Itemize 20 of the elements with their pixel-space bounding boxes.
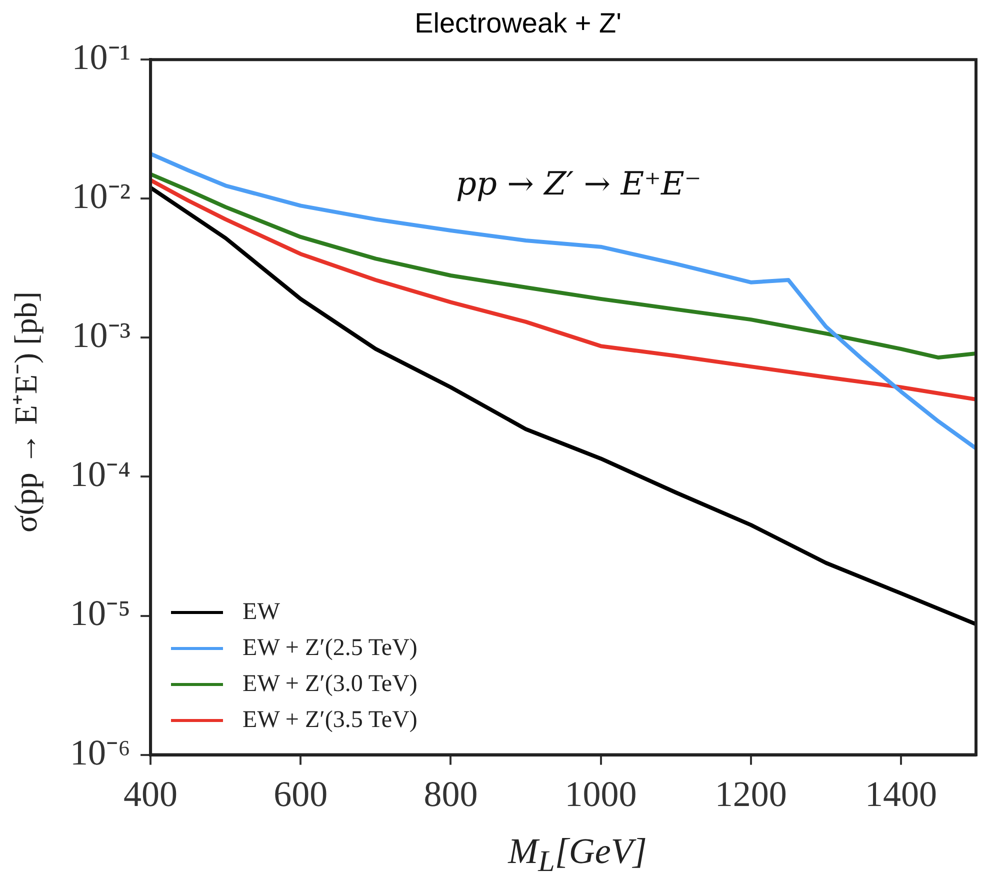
x-axis-title: M$_{L}$[GeV] bbox=[506, 830, 648, 880]
legend-label: EW bbox=[242, 599, 280, 626]
chart-title: Electroweak + Z' bbox=[414, 8, 622, 39]
y-tick-label: 10⁻⁴ bbox=[70, 454, 131, 494]
legend-label: EW + Z′(3.0 TeV) bbox=[242, 671, 418, 698]
x-tick-label: 600 bbox=[274, 774, 328, 814]
x-tick-label: 1000 bbox=[564, 774, 637, 814]
y-tick-label: 10⁻⁶ bbox=[70, 732, 131, 772]
y-tick-label: 10⁻¹ bbox=[72, 37, 131, 78]
x-tick-label: 1200 bbox=[714, 774, 787, 814]
legend-label: EW + Z′(3.5 TeV) bbox=[242, 707, 418, 734]
y-axis-title: σ(pp → E⁺E⁻) [pb] bbox=[6, 292, 44, 532]
x-tick-label: 800 bbox=[424, 774, 478, 814]
x-tick-label: 400 bbox=[124, 774, 178, 814]
x-tick-label: 1400 bbox=[864, 774, 937, 814]
legend-label: EW + Z′(2.5 TeV) bbox=[242, 635, 418, 662]
y-tick-label: 10⁻⁵ bbox=[70, 593, 131, 634]
annotation: pp → Z′ → E⁺E⁻ bbox=[456, 164, 702, 203]
y-tick-label: 10⁻³ bbox=[72, 315, 131, 356]
y-tick-label: 10⁻² bbox=[72, 176, 131, 216]
